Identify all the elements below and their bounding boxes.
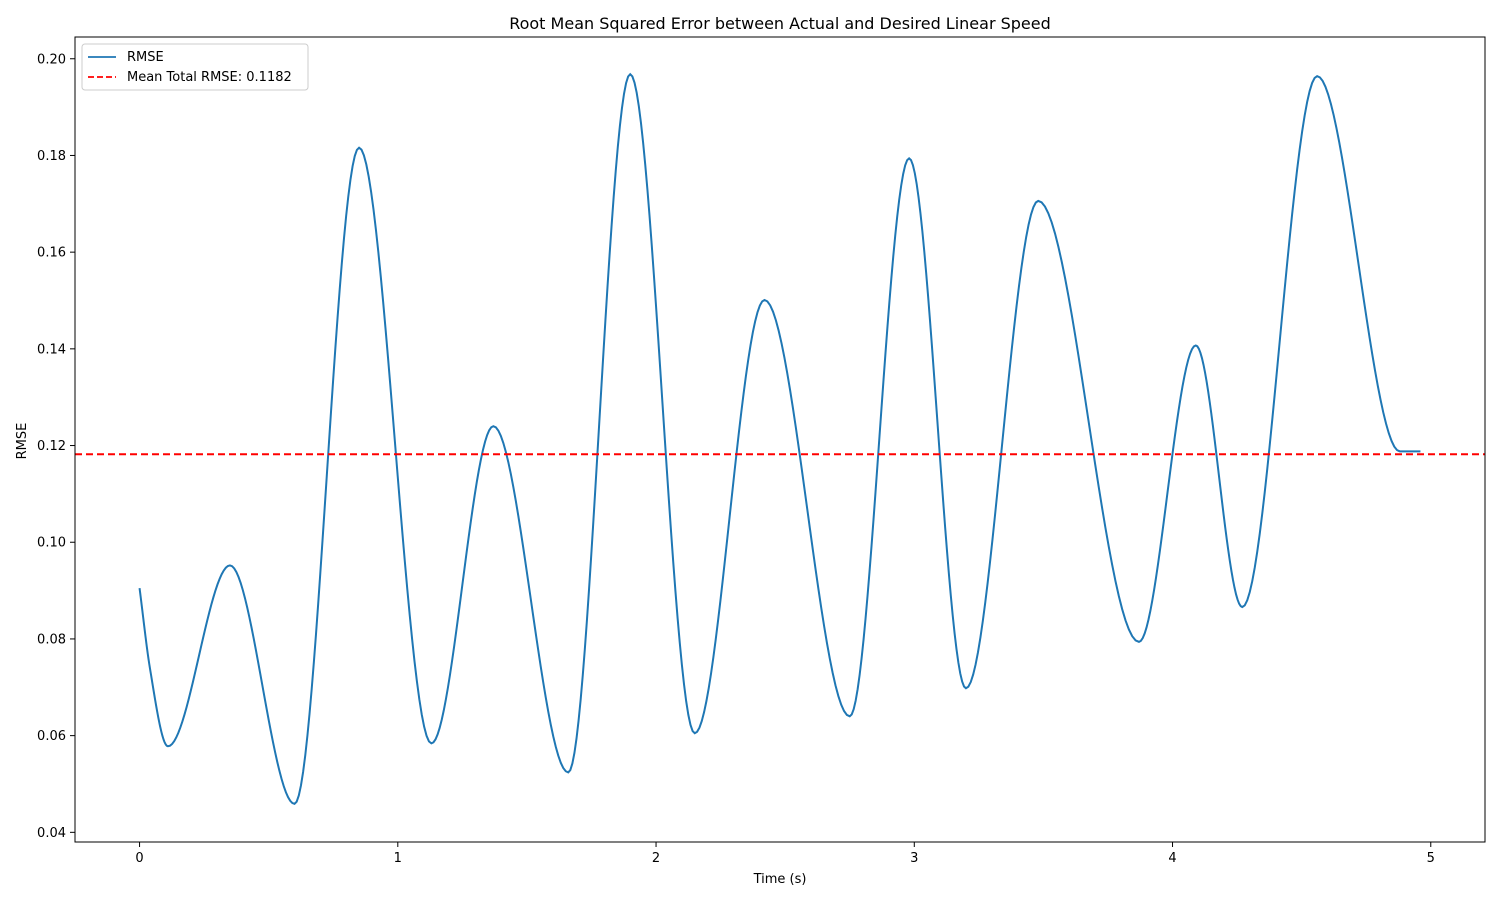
y-tick-label: 0.20 — [37, 52, 66, 67]
y-tick-label: 0.08 — [37, 632, 66, 647]
x-tick-label: 4 — [1168, 851, 1176, 866]
rmse-series-line — [138, 72, 1421, 805]
plot-frame — [74, 36, 1486, 843]
legend-box — [81, 43, 309, 91]
y-tick-label: 0.04 — [37, 826, 66, 841]
x-tick-label: 3 — [910, 851, 918, 866]
x-tick-label: 2 — [652, 851, 660, 866]
y-tick-label: 0.18 — [37, 149, 66, 164]
axes: 0 1 2 3 4 5 0.04 0.06 0.08 0.10 0.12 0.14 0.16 0.18 0.… — [37, 36, 1486, 866]
y-tick-label: 0.12 — [37, 439, 66, 454]
legend: RMSE Mean Total RMSE: 0.1182 — [81, 43, 309, 91]
y-tick-label: 0.10 — [37, 536, 66, 551]
y-axis-title: RMSE — [15, 423, 30, 460]
x-tick-label: 5 — [1427, 851, 1435, 866]
y-tick-label: 0.06 — [37, 729, 66, 744]
y-tick-label: 0.16 — [37, 246, 66, 261]
y-tick-label: 0.14 — [37, 342, 66, 357]
x-axis-title: Time (s) — [753, 872, 807, 887]
legend-label-rmse: RMSE — [127, 50, 164, 65]
chart-title: Root Mean Squared Error between Actual a… — [509, 14, 1051, 33]
plot-area — [75, 72, 1485, 805]
legend-label-mean: Mean Total RMSE: 0.1182 — [127, 70, 292, 85]
x-tick-label: 1 — [394, 851, 402, 866]
x-tick-label: 0 — [135, 851, 143, 866]
